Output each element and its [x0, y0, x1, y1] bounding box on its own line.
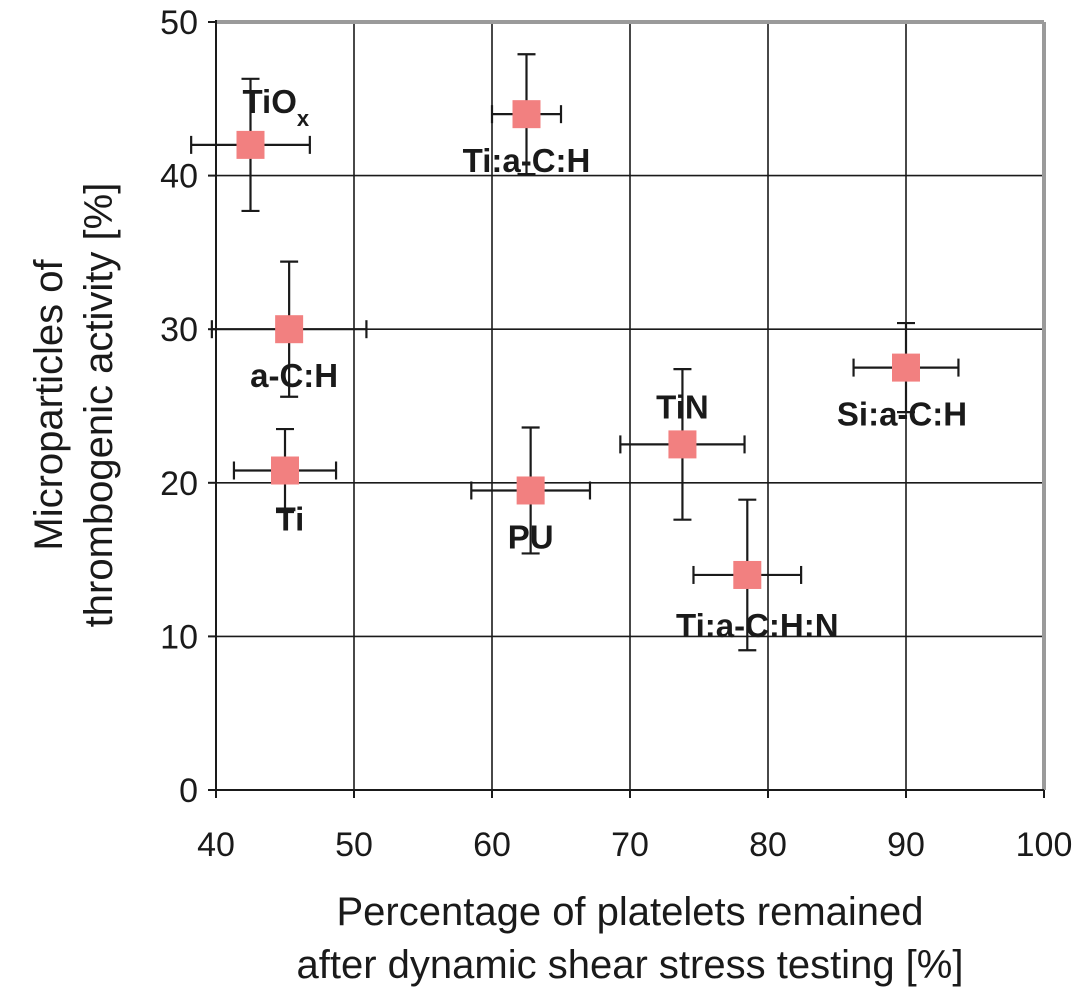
y-tick-label: 40 [160, 158, 198, 196]
y-axis-title-line-2: thrombogenic activity [%] [77, 183, 121, 628]
point-label: PU [508, 518, 554, 555]
point-label: Ti [276, 501, 305, 538]
x-tick-label: 100 [1016, 826, 1073, 864]
point-label: Ti:a-C:H [463, 142, 591, 179]
data-marker [733, 560, 762, 589]
data-marker [512, 100, 541, 129]
x-axis-title-line-1: Percentage of platelets remained [336, 890, 923, 934]
point-label: TiN [656, 388, 709, 425]
data-marker [236, 130, 265, 159]
x-tick-label: 40 [197, 826, 235, 864]
x-tick-label: 60 [473, 826, 511, 864]
data-marker [516, 476, 545, 505]
point-label-subscript: x [297, 105, 310, 130]
y-tick-label: 0 [179, 772, 198, 810]
point-label: Si:a-C:H [837, 396, 967, 433]
point-label: TiOx [243, 83, 310, 131]
x-tick-label: 80 [749, 826, 787, 864]
point-labels: TiOx Ti:a-C:H a-C:H Ti PU TiN Si:a-C:H Ti:a-C:H… [243, 83, 968, 644]
plot-frame [208, 20, 1046, 798]
data-marker [271, 456, 299, 485]
x-axis-title-line-2: after dynamic shear stress testing [%] [297, 943, 964, 987]
y-tick-label: 20 [160, 465, 198, 503]
y-axis-title-line-1: Microparticles of [27, 259, 71, 551]
data-markers [236, 100, 920, 589]
x-tick-label: 50 [335, 826, 373, 864]
x-tick-label: 70 [611, 826, 649, 864]
tick-labels: 40 50 60 70 80 90 100 0 10 20 30 40 50 [160, 4, 1072, 864]
point-label: Ti:a-C:H:N [676, 607, 839, 644]
data-marker [275, 315, 304, 344]
y-tick-label: 30 [160, 311, 198, 349]
data-marker [892, 353, 920, 382]
y-tick-label: 10 [160, 618, 198, 656]
point-label: a-C:H [250, 357, 338, 394]
y-tick-label: 50 [160, 4, 198, 42]
data-marker [668, 430, 697, 459]
x-tick-label: 90 [887, 826, 925, 864]
